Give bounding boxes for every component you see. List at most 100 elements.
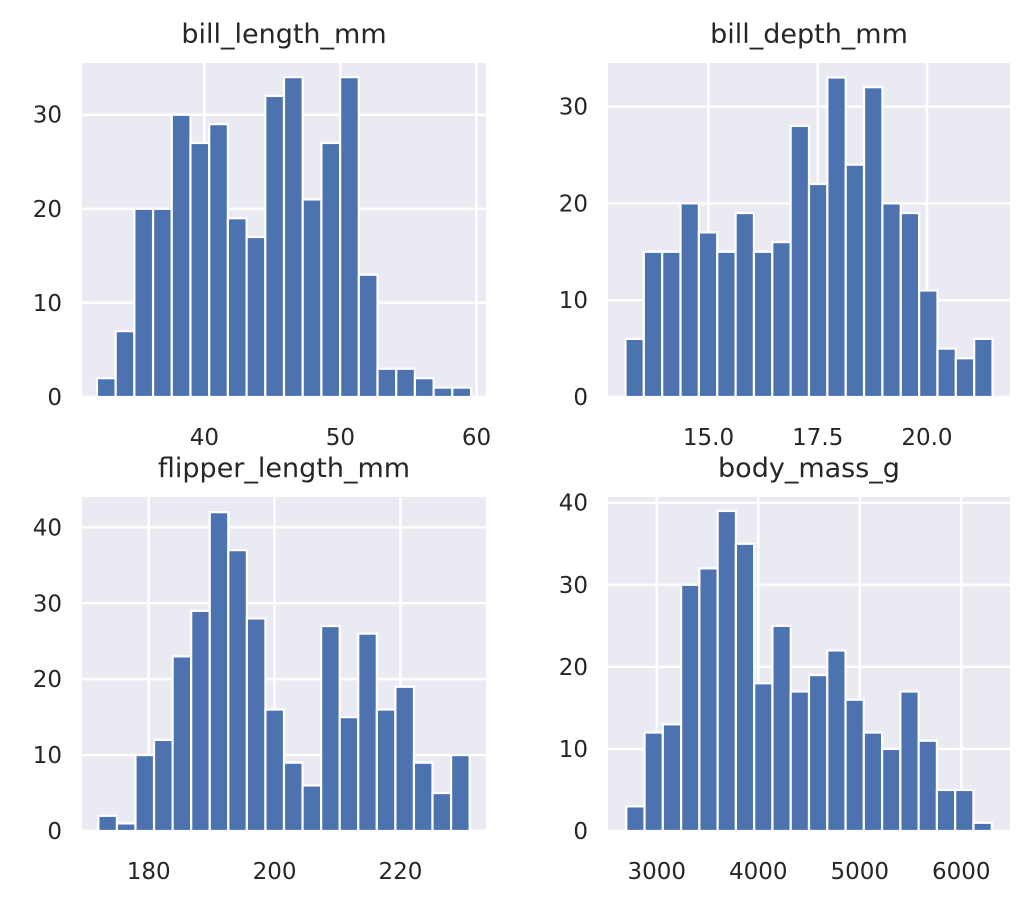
histogram-bar <box>171 655 193 833</box>
histogram-bar <box>134 753 156 833</box>
histogram-bar <box>625 805 646 833</box>
histogram-bar <box>301 198 323 399</box>
histogram-bar <box>862 731 884 833</box>
histogram-bar <box>679 202 700 399</box>
histogram-bar <box>264 94 286 399</box>
y-tick-label: 0 <box>47 819 62 845</box>
histogram-bar <box>190 609 211 833</box>
x-tick-labels: 15.0 17.5 20.0 <box>683 425 953 451</box>
x-tick-label: 5000 <box>830 859 889 885</box>
x-tick-label: 200 <box>253 859 297 885</box>
histogram-bar <box>339 76 360 399</box>
histogram-bar <box>376 367 398 399</box>
bars <box>97 511 471 833</box>
histogram-bar <box>899 211 921 399</box>
bars <box>624 76 994 399</box>
histogram-bar <box>208 511 230 833</box>
histogram-bar <box>338 716 360 833</box>
y-tick-label: 20 <box>559 655 588 681</box>
histogram-bar <box>394 685 416 833</box>
histogram-bar <box>661 250 682 399</box>
histogram-bar <box>881 202 902 399</box>
histogram-bar <box>862 86 884 399</box>
panel-bill-length-mm: 40 50 60 0 10 20 30 bill_length_mm <box>33 19 491 451</box>
histogram-bar <box>375 708 397 833</box>
histogram-bar <box>115 822 137 833</box>
histogram-bar <box>301 784 323 833</box>
y-tick-label: 10 <box>33 291 62 317</box>
panel-title: body_mass_g <box>718 453 900 484</box>
histogram-bar <box>95 377 117 399</box>
y-tick-label: 20 <box>33 197 62 223</box>
x-tick-label: 3000 <box>627 859 686 885</box>
x-tick-label: 15.0 <box>683 425 734 451</box>
y-tick-label: 30 <box>33 591 62 617</box>
y-tick-label: 0 <box>47 385 62 411</box>
histogram-bar <box>826 76 847 399</box>
y-tick-label: 0 <box>573 385 588 411</box>
histogram-bar <box>245 617 267 833</box>
histogram-bar <box>880 747 902 833</box>
y-tick-label: 30 <box>33 103 62 129</box>
histogram-bar <box>753 682 774 833</box>
y-tick-labels: 0 10 20 30 40 <box>33 515 62 845</box>
histogram-bar <box>716 250 737 399</box>
histogram-bar <box>972 821 993 833</box>
histogram-bar <box>151 207 173 399</box>
histogram-bar <box>226 217 248 399</box>
histogram-bar <box>413 377 435 399</box>
histogram-bar <box>320 624 341 833</box>
histogram-bar <box>451 386 473 399</box>
x-tick-labels: 180 200 220 <box>127 859 423 885</box>
histogram-bar <box>133 207 155 399</box>
panel-bill-depth-mm: 15.0 17.5 20.0 0 10 20 30 bill_depth_mm <box>559 19 1010 451</box>
histogram-bar <box>954 357 976 399</box>
y-tick-labels: 0 10 20 30 <box>559 95 588 411</box>
histogram-bar <box>936 347 957 399</box>
histogram-bar <box>807 673 829 833</box>
histogram-bar <box>97 814 119 833</box>
histogram-bar <box>935 788 957 833</box>
y-tick-label: 10 <box>559 737 588 763</box>
y-tick-label: 10 <box>559 288 588 314</box>
histogram-bar <box>789 124 811 399</box>
panel-flipper-length-mm: 180 200 220 0 10 20 30 40 flipper_length… <box>33 453 486 885</box>
histogram-bar <box>152 738 174 833</box>
histogram-bar <box>698 567 719 833</box>
histogram-bar <box>771 624 792 833</box>
histogram-bar <box>642 250 664 399</box>
y-tick-label: 40 <box>33 515 62 541</box>
y-tick-label: 30 <box>559 573 588 599</box>
x-tick-label: 17.5 <box>792 425 843 451</box>
histogram-bar <box>918 289 939 399</box>
histogram-bar <box>395 367 417 399</box>
histogram-bar <box>357 273 379 399</box>
x-tick-labels: 3000 4000 5000 6000 <box>627 859 990 885</box>
x-tick-labels: 40 50 60 <box>190 425 491 451</box>
y-tick-label: 0 <box>573 819 588 845</box>
x-tick-label: 4000 <box>729 859 788 885</box>
panel-title: bill_length_mm <box>181 19 386 50</box>
histogram-bar <box>643 731 664 833</box>
panel-title: flipper_length_mm <box>158 453 410 484</box>
bars <box>625 509 993 833</box>
histogram-bar <box>697 231 719 399</box>
histogram-bar <box>734 542 756 833</box>
y-tick-label: 20 <box>33 667 62 693</box>
histogram-bar <box>899 690 920 833</box>
histogram-bar <box>954 788 975 833</box>
y-tick-label: 40 <box>559 491 588 517</box>
histogram-bar <box>264 708 286 833</box>
histogram-bar <box>624 337 645 399</box>
histogram-bar <box>917 739 939 833</box>
histogram-bar <box>807 182 829 399</box>
panel-body-mass-g: 3000 4000 5000 6000 0 10 20 30 40 body_m… <box>559 453 1010 885</box>
y-tick-label: 10 <box>33 743 62 769</box>
histogram-bar <box>716 509 738 833</box>
x-tick-label: 220 <box>378 859 422 885</box>
histogram-bar <box>320 141 342 399</box>
histogram-bar <box>789 690 811 833</box>
bars <box>95 76 473 399</box>
histogram-bar <box>771 241 792 399</box>
